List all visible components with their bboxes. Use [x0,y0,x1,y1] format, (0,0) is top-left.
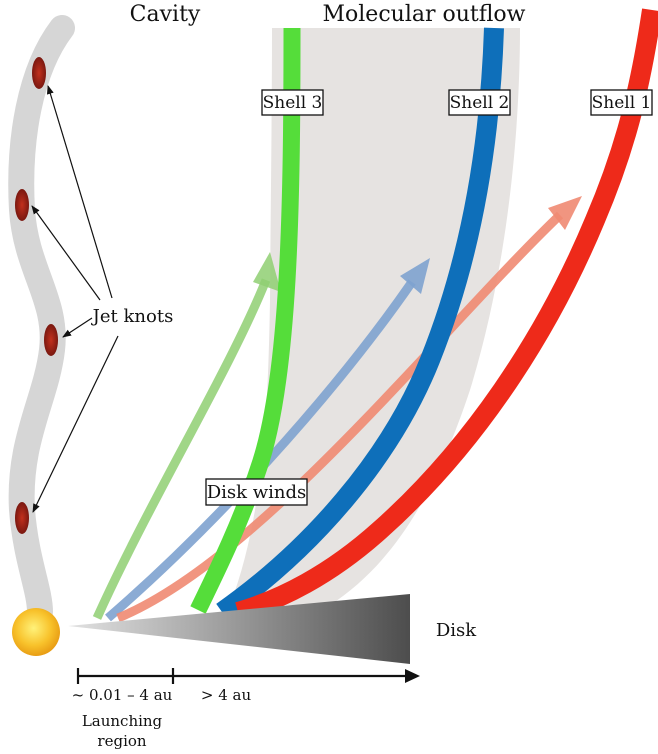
disk-label: Disk [436,620,477,641]
disk-winds-label: Disk winds [207,482,307,503]
shell-1-label: Shell 1 [592,93,652,113]
shell-3-label-box: Shell 3 [261,89,324,116]
outflow-region [230,28,520,605]
launching-region-label-2: region [97,732,146,750]
shell-2-label-box: Shell 2 [448,89,511,116]
disk-wedge [68,594,410,664]
jet-knot-3 [44,324,58,356]
range-outer-label: > 4 au [201,686,252,704]
wind-arrow-shell3 [92,278,271,620]
launching-region-label-1: Launching [82,712,163,730]
protostar [12,608,60,656]
jet-knot-4 [15,502,29,534]
wind-arrowhead-shell2 [400,258,430,294]
jet-knot-2 [15,189,29,221]
range-inner-label: ~ 0.01 – 4 au [72,686,173,704]
shell-3-label: Shell 3 [263,93,323,113]
jet-knots-label: Jet knots [91,306,174,327]
jet-knot-1 [32,57,46,89]
outflow-label: Molecular outflow [323,2,526,27]
shell-2-curve [216,27,504,621]
disk-winds-label-box: Disk winds [205,478,308,506]
shell-2-label: Shell 2 [450,93,510,113]
shell-1-curve [235,8,658,622]
wind-arrowhead-shell1 [548,196,582,230]
shell-1-label-box: Shell 1 [590,89,653,116]
jet-knot-pointers [31,85,119,513]
wind-arrow-shell1 [116,211,564,623]
cavity-label: Cavity [130,2,201,27]
shell-3-curve [190,27,301,614]
scale-axis [76,668,420,684]
wind-arrowhead-shell3 [253,252,281,292]
